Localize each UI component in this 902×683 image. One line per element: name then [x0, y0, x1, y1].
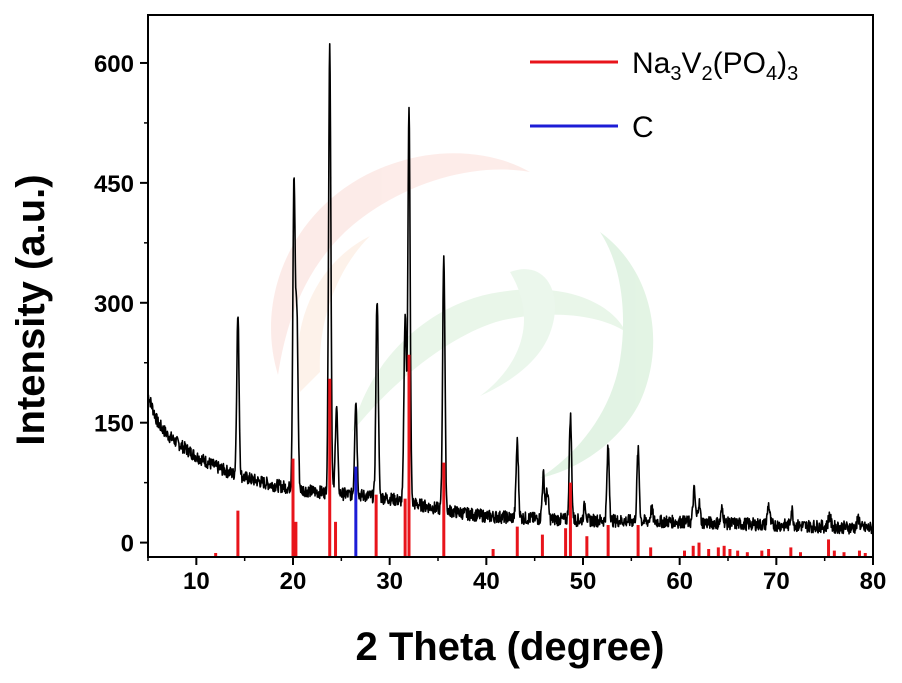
x-tick-label: 30: [376, 568, 403, 595]
x-tick-label: 50: [570, 568, 597, 595]
y-tick-label: 300: [94, 291, 134, 318]
legend: Na3V2(PO4)3 C: [530, 47, 798, 144]
y-tick-label: 150: [94, 411, 134, 438]
x-tick-label: 40: [473, 568, 500, 595]
legend-label: C: [632, 111, 654, 144]
x-tick-label: 60: [666, 568, 693, 595]
y-tick-label: 0: [121, 531, 134, 558]
x-tick-label: 70: [763, 568, 790, 595]
y-tick-label: 600: [94, 51, 134, 78]
xrd-pattern-line: [147, 43, 874, 535]
axes: 10 20 30 40 50 60 70 80 0 150 300 450 600: [94, 14, 887, 595]
x-tick-label: 20: [280, 568, 307, 595]
x-tick-label: 80: [860, 568, 887, 595]
plot-area: [147, 43, 874, 557]
plot-frame: [147, 14, 874, 558]
legend-label: Na3V2(PO4)3: [632, 47, 798, 85]
y-tick-label: 450: [94, 171, 134, 198]
x-tick-label: 10: [183, 568, 210, 595]
y-axis-title: Intensity (a.u.): [9, 174, 53, 445]
x-axis-title: 2 Theta (degree): [356, 625, 665, 669]
